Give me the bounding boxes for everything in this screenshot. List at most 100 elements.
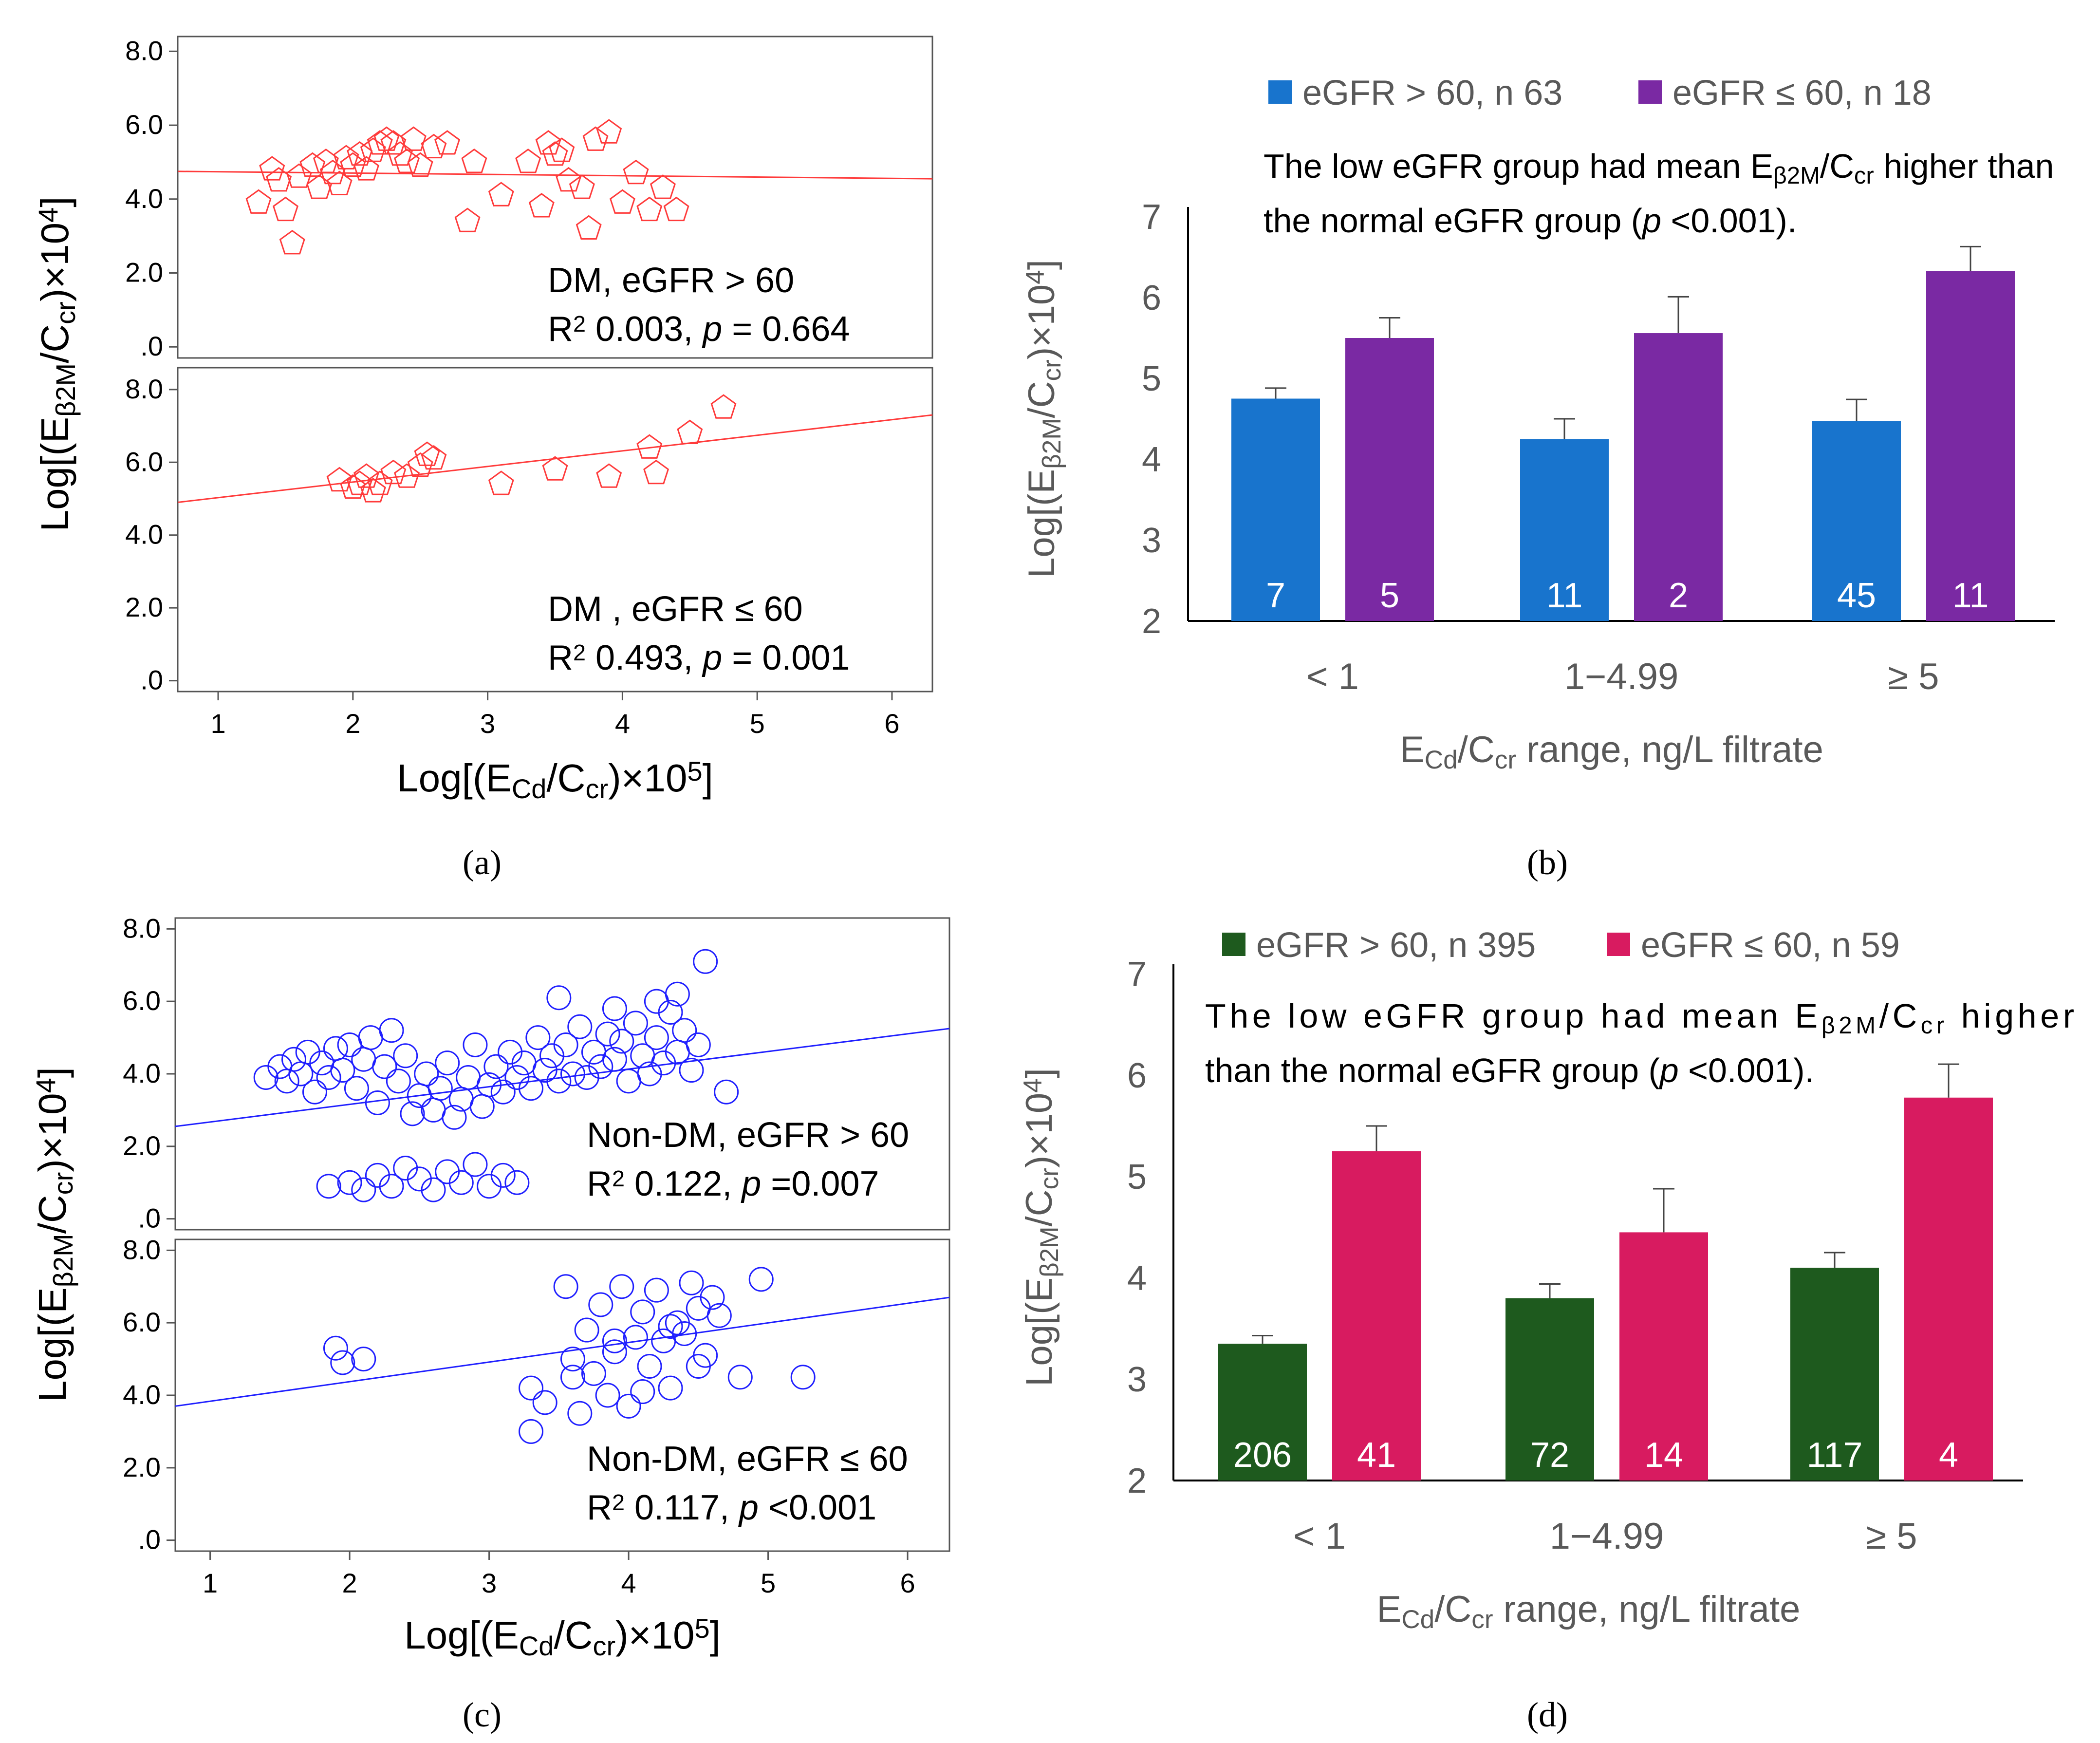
stats-segment: 2 [612, 1166, 625, 1191]
x-tick-label: 2 [345, 708, 360, 739]
label-segment: Log[(E [397, 756, 512, 800]
subplot-stats: R2 0.117, p <0.001 [587, 1488, 876, 1527]
x-category-label: ≥ 5 [1888, 656, 1939, 697]
data-point [463, 1032, 488, 1057]
data-point [623, 1011, 648, 1036]
data-point [596, 463, 622, 488]
data-point [266, 167, 292, 192]
data-point [560, 1365, 585, 1390]
label-segment: cr [50, 301, 81, 324]
legend-label: eGFR > 60, n 63 [1302, 74, 1562, 112]
label-segment: β2M [50, 363, 81, 417]
data-point [360, 478, 386, 503]
legend-label: eGFR > 60, n 395 [1256, 926, 1536, 965]
stats-segment: 2 [573, 311, 586, 337]
data-point [581, 1361, 606, 1386]
label-segment: /C [1820, 147, 1854, 185]
data-point [279, 229, 305, 255]
data-point [596, 119, 622, 144]
data-point [630, 1379, 655, 1405]
label-segment: ] [710, 1613, 721, 1657]
subplot-stats: R2 0.122, p =0.007 [587, 1164, 879, 1203]
data-point [281, 1047, 307, 1072]
label-segment: The low eGFR group had mean E [1205, 997, 1818, 1035]
data-point [488, 470, 514, 495]
y-tick-label: 4 [1127, 1259, 1147, 1298]
data-point [421, 133, 447, 159]
data-point [272, 196, 298, 222]
label-segment: 5 [694, 1613, 709, 1644]
x-tick-label: 3 [482, 1568, 497, 1598]
annotation-line-2: than the normal eGFR group (p <0.001). [1205, 1051, 1814, 1089]
x-tick-label: 4 [615, 708, 630, 739]
data-point [316, 1174, 341, 1199]
data-point [421, 1177, 446, 1202]
data-point [679, 1270, 704, 1295]
y-tick-label: 4 [1142, 440, 1161, 479]
y-tick-label: 6 [1127, 1056, 1147, 1095]
stats-segment: = 0.001 [722, 638, 850, 677]
x-tick-label: 2 [342, 1568, 357, 1598]
data-point [316, 1065, 341, 1090]
stats-segment: 2 [612, 1490, 625, 1515]
x-category-label: < 1 [1293, 1516, 1346, 1557]
legend-swatch [1268, 80, 1292, 104]
bar [1520, 439, 1609, 621]
panel-label-d: (d) [1527, 1695, 1568, 1734]
data-point [461, 149, 487, 173]
y-tick-label: 2 [1142, 602, 1161, 641]
data-point [549, 137, 575, 162]
stats-segment: 0.122, [625, 1164, 742, 1203]
data-point [353, 156, 379, 181]
stats-segment: 0.493, [586, 638, 703, 677]
panel-label-b: (b) [1527, 843, 1568, 882]
data-point [434, 130, 461, 155]
bar-count-label: 11 [1546, 576, 1583, 615]
data-point [414, 441, 440, 466]
label-segment: ] [1021, 260, 1062, 270]
label-segment: ] [33, 196, 76, 207]
label-segment: /C [1458, 729, 1495, 770]
data-point [353, 463, 379, 488]
label-segment: ] [31, 1067, 74, 1078]
bar [1231, 398, 1320, 621]
label-segment: than the normal eGFR group ( [1205, 1051, 1660, 1089]
legend-label: eGFR ≤ 60, n 59 [1641, 926, 1900, 965]
data-point [602, 1328, 627, 1353]
fit-line [177, 414, 933, 503]
data-point [630, 1299, 655, 1325]
data-point [710, 394, 737, 419]
y-tick-label: 4.0 [123, 1379, 161, 1410]
data-point [394, 149, 420, 173]
data-point [427, 1076, 453, 1101]
data-point [421, 445, 447, 470]
data-point [490, 1079, 516, 1105]
label-segment: the normal eGFR group ( [1264, 202, 1642, 240]
label-segment: Cd [512, 773, 547, 804]
data-point [442, 1105, 467, 1130]
label-segment: cr [593, 1631, 615, 1661]
data-point [560, 1347, 585, 1372]
label-segment: /C [1879, 997, 1917, 1035]
x-axis-title: Log[(ECd/Ccr)×105] [397, 756, 713, 804]
data-point [330, 1058, 355, 1083]
data-point [367, 470, 393, 495]
data-point [560, 1061, 585, 1087]
data-point [326, 467, 353, 492]
data-point [351, 1347, 376, 1372]
label-segment: ] [1019, 1068, 1060, 1078]
legend-swatch [1607, 933, 1630, 956]
data-point [602, 996, 627, 1021]
data-point [340, 474, 366, 499]
label-segment: Log[(E [1019, 1277, 1060, 1387]
subplot-title: Non-DM, eGFR ≤ 60 [587, 1440, 908, 1479]
data-point [463, 1152, 488, 1177]
data-point [519, 1375, 544, 1401]
data-point [588, 1292, 613, 1317]
data-point [602, 1047, 627, 1072]
data-point [330, 1350, 355, 1375]
data-point [542, 456, 568, 481]
data-point [477, 1072, 502, 1097]
data-point [609, 1029, 634, 1054]
